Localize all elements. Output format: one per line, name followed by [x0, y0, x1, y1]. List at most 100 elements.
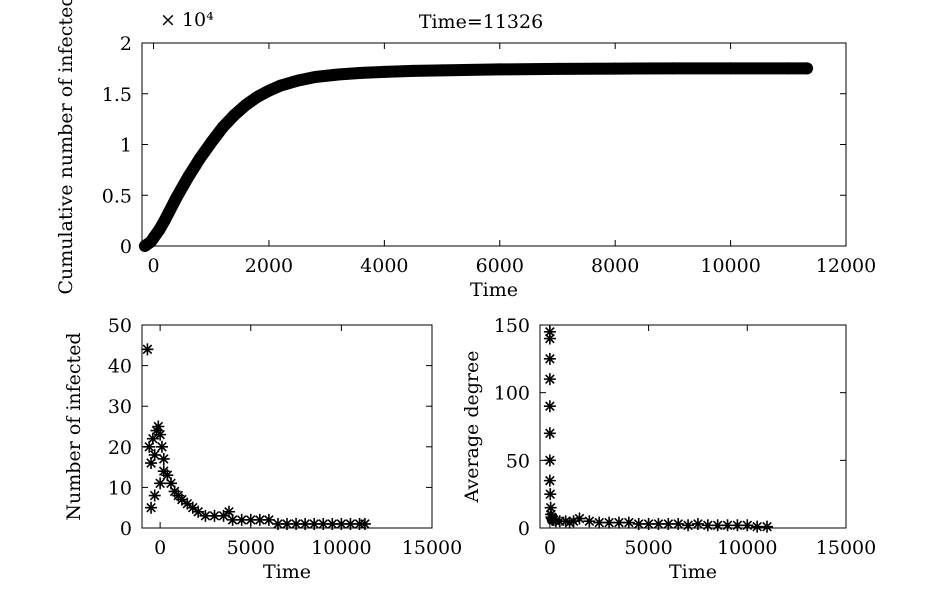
y-axis-label: Number of infected — [63, 332, 85, 520]
data-point — [567, 515, 580, 528]
data-point — [145, 501, 158, 514]
data-point — [544, 488, 557, 501]
data-point — [436, 64, 449, 77]
data-point — [721, 519, 734, 532]
data-point — [741, 519, 754, 532]
plot-frame-3 — [539, 324, 847, 529]
data-point — [153, 223, 166, 236]
data-point — [701, 519, 714, 532]
data-point — [583, 515, 596, 528]
y-tick-label: 50 — [506, 450, 530, 472]
data-point — [205, 136, 218, 149]
data-point — [801, 62, 814, 75]
data-point — [691, 517, 704, 530]
data-point — [244, 513, 257, 526]
data-point — [493, 63, 506, 76]
y-tick-label: 40 — [108, 356, 132, 378]
data-point — [228, 109, 241, 122]
data-point — [154, 428, 167, 441]
data-point — [299, 517, 312, 530]
data-point — [164, 202, 177, 215]
data-point — [155, 440, 168, 453]
data-point — [543, 427, 556, 440]
data-point — [181, 497, 194, 510]
data-point — [141, 343, 154, 356]
data-point — [782, 62, 795, 75]
y-tick-label: 50 — [108, 315, 132, 337]
data-point — [274, 79, 287, 92]
data-point — [543, 474, 556, 487]
y-exponent-label: × 10⁴ — [160, 9, 214, 31]
x-tick-label: 10000 — [311, 537, 371, 559]
data-point — [159, 213, 172, 226]
data-point — [642, 517, 655, 530]
data-point — [152, 420, 165, 433]
data-point — [192, 505, 205, 518]
y-tick-label: 20 — [108, 437, 132, 459]
y-axis-label: Average degree — [461, 351, 483, 504]
data-point — [253, 513, 266, 526]
x-axis-label: Time — [470, 279, 518, 301]
data-point — [138, 240, 151, 252]
x-tick-label: 0 — [544, 537, 556, 559]
data-point — [711, 519, 724, 532]
data-point — [563, 516, 576, 529]
data-point — [226, 513, 239, 526]
data-point — [148, 489, 161, 502]
data-point — [543, 332, 556, 345]
y-tick-label: 0.5 — [102, 185, 132, 207]
data-point — [176, 181, 189, 194]
data-point — [378, 65, 391, 78]
y-tick-label: 0 — [120, 236, 132, 258]
data-point — [543, 373, 556, 386]
data-point — [652, 517, 665, 530]
data-point — [186, 501, 199, 514]
data-point — [223, 505, 235, 518]
data-point — [622, 516, 635, 529]
data-point — [208, 509, 221, 522]
data-point — [161, 469, 174, 482]
x-axis-label: Time — [669, 561, 717, 583]
data-point — [662, 517, 675, 530]
data-point — [751, 520, 764, 533]
data-point — [682, 519, 695, 532]
data-point — [291, 74, 304, 87]
x-tick-label: 15000 — [816, 537, 876, 559]
data-point — [175, 493, 188, 506]
x-tick-label: 5000 — [624, 537, 672, 559]
data-point — [724, 62, 737, 75]
data-point — [559, 515, 572, 528]
data-point — [147, 231, 160, 244]
data-point — [672, 517, 685, 530]
data-point — [317, 517, 330, 530]
y-axis-label: Cumulative number of infected — [55, 0, 77, 294]
y-tick-label: 1 — [120, 135, 132, 157]
data-point — [573, 512, 586, 525]
data-point — [543, 325, 556, 338]
data-point — [165, 477, 177, 490]
x-tick-label: 6000 — [476, 255, 524, 277]
data-point — [309, 71, 322, 84]
data-point — [216, 121, 229, 134]
x-tick-label: 10000 — [717, 537, 777, 559]
data-point — [239, 98, 252, 111]
x-tick-label: 2000 — [245, 255, 293, 277]
data-point — [609, 62, 622, 75]
data-point — [143, 440, 156, 453]
y-tick-label: 2 — [120, 33, 132, 55]
data-point — [332, 68, 345, 81]
data-point — [217, 509, 230, 522]
data-point — [271, 517, 284, 530]
x-tick-label: 10000 — [700, 255, 760, 277]
data-point — [355, 66, 368, 79]
data-point — [199, 509, 212, 522]
data-point — [157, 452, 170, 465]
data-point — [281, 517, 293, 530]
x-tick-label: 12000 — [816, 255, 876, 277]
plot-frame-2 — [141, 324, 433, 529]
data-point — [603, 516, 616, 529]
y-tick-label: 100 — [494, 383, 530, 405]
data-point — [612, 516, 625, 529]
